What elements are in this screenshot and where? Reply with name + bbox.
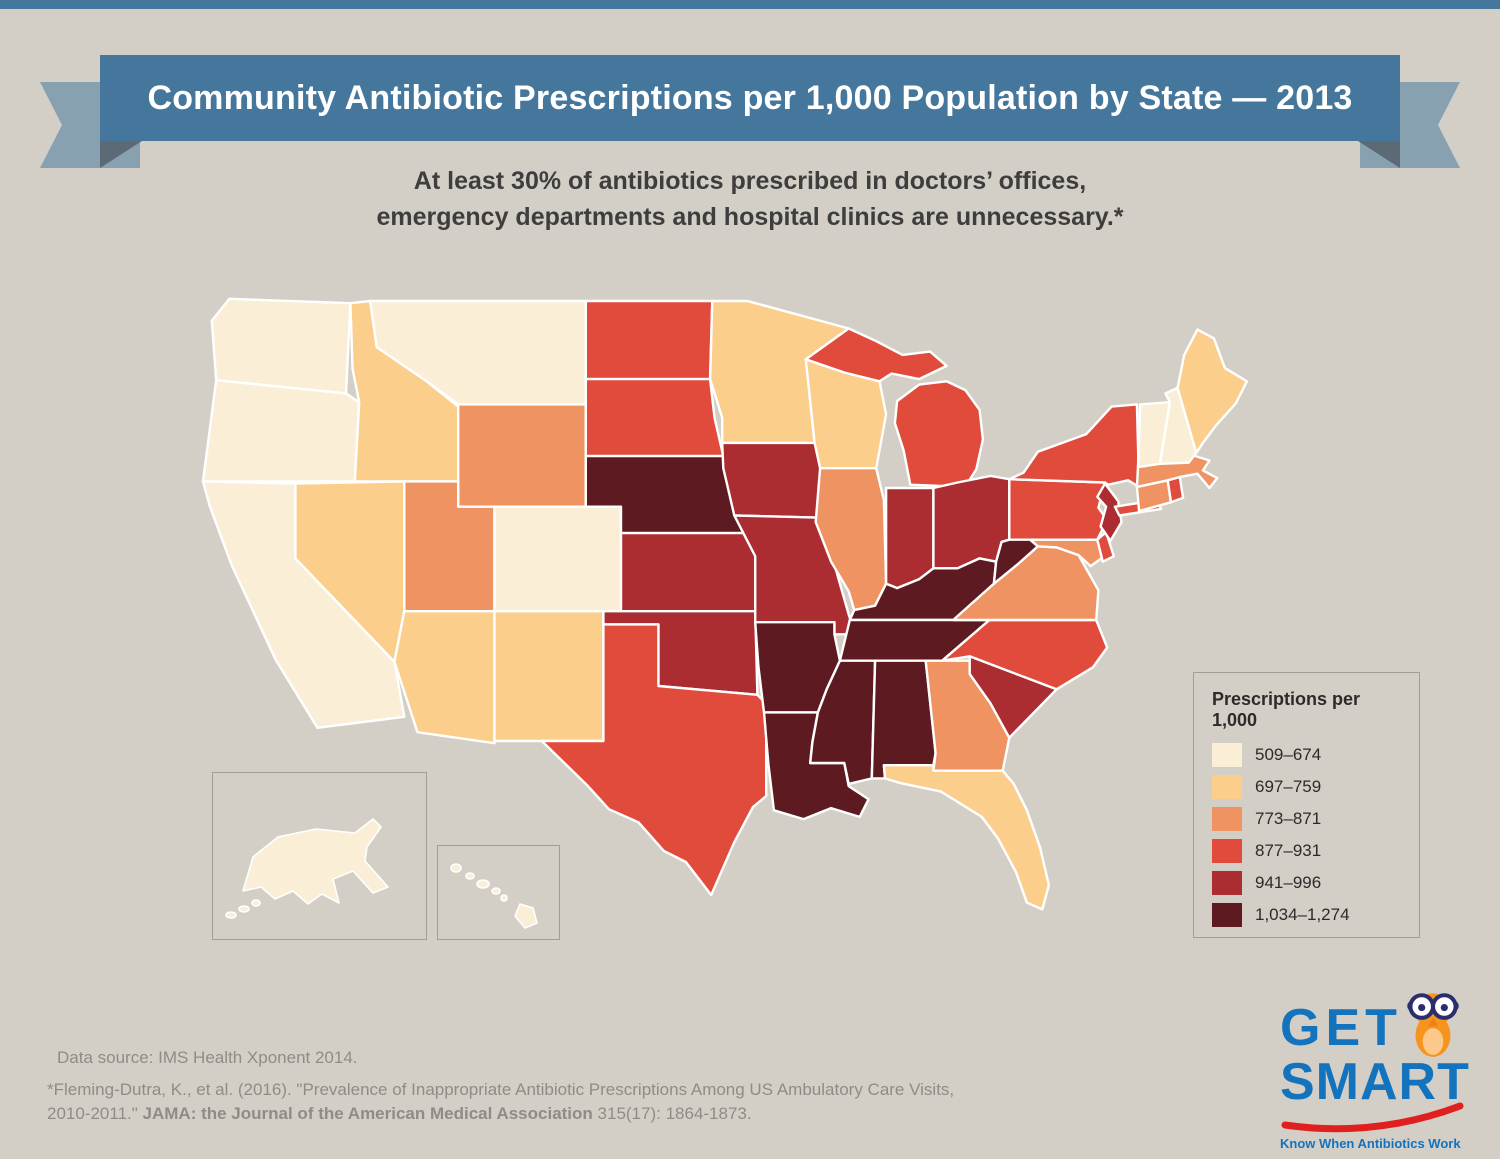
- state-south-dakota: [584, 377, 725, 458]
- state-michigan: [804, 327, 985, 489]
- legend-swatch-2: [1212, 775, 1242, 799]
- page-title: Community Antibiotic Prescriptions per 1…: [147, 78, 1353, 117]
- legend-label-1: 509–674: [1255, 745, 1322, 764]
- legend-item-1: 509–674: [1212, 743, 1401, 767]
- legend-title: Prescriptions per 1,000: [1212, 689, 1361, 730]
- legend-swatch-3: [1212, 807, 1242, 831]
- state-north-dakota: [584, 299, 714, 381]
- data-source-text: Data source: IMS Health Xponent 2014.: [57, 1048, 358, 1067]
- state-florida: [882, 763, 1051, 911]
- alaska-inset-map: [225, 818, 389, 919]
- state-alaska: [225, 818, 389, 919]
- state-new-mexico: [493, 609, 605, 743]
- subtitle-line-2: emergency departments and hospital clini…: [376, 202, 1124, 231]
- legend-item-5: 941–996: [1212, 871, 1401, 895]
- top-border-strip: [0, 0, 1500, 9]
- legend-label-3: 773–871: [1255, 809, 1322, 828]
- state-oregon: [201, 378, 361, 483]
- state-iowa: [720, 441, 824, 519]
- legend-box: Prescriptions per 1,000 509–674 697–759 …: [1193, 672, 1420, 938]
- title-ribbon: Community Antibiotic Prescriptions per 1…: [100, 55, 1400, 141]
- hawaii-inset-box: [437, 845, 560, 940]
- logo-tagline-text: Know When Antibiotics Work: [1280, 1136, 1461, 1151]
- state-new-jersey: [1096, 482, 1123, 543]
- state-maine: [1176, 328, 1249, 455]
- citation-line-1: *Fleming-Dutra, K., et al. (2016). "Prev…: [47, 1080, 955, 1099]
- citation-line-2-suffix: 315(17): 1864-1873.: [592, 1103, 752, 1123]
- state-colorado: [493, 505, 623, 613]
- legend-swatch-5: [1212, 871, 1242, 895]
- citation-line-2-prefix: 2010-2011.": [47, 1103, 143, 1123]
- legend-swatch-6: [1212, 903, 1242, 927]
- hawaii-inset-map: [450, 863, 538, 929]
- legend-item-4: 877–931: [1212, 839, 1401, 863]
- state-alabama: [870, 659, 937, 780]
- state-north-carolina: [940, 618, 1109, 691]
- legend-label-5: 941–996: [1255, 873, 1322, 892]
- state-wyoming: [456, 403, 588, 508]
- legend-item-2: 697–759: [1212, 775, 1401, 799]
- legend-item-3: 773–871: [1212, 807, 1401, 831]
- legend-swatch-4: [1212, 839, 1242, 863]
- citation-text: *Fleming-Dutra, K., et al. (2016). "Prev…: [47, 1078, 1057, 1126]
- subtitle: At least 30% of antibiotics prescribed i…: [0, 164, 1500, 235]
- legend-label-4: 877–931: [1255, 841, 1322, 860]
- logo-smart-text: SMART: [1280, 1053, 1470, 1111]
- state-washington: [210, 297, 352, 395]
- subtitle-line-1: At least 30% of antibiotics prescribed i…: [413, 167, 1087, 195]
- state-texas: [540, 623, 768, 897]
- get-smart-logo: GET SMART Know When Antibiotics Work: [1280, 993, 1470, 1151]
- owl-icon: [1407, 993, 1459, 1057]
- alaska-inset-box: [212, 772, 427, 940]
- legend-item-6: 1,034–1,274: [1212, 903, 1401, 927]
- state-kansas: [619, 531, 757, 613]
- us-choropleth-map: [201, 297, 1249, 911]
- state-hawaii: [450, 863, 538, 929]
- logo-get-text: GET: [1280, 999, 1402, 1057]
- legend-swatch-1: [1212, 743, 1242, 767]
- logo-swoosh-icon: [1281, 1102, 1464, 1133]
- state-pennsylvania: [1008, 477, 1109, 541]
- state-arizona: [393, 609, 496, 745]
- legend-label-6: 1,034–1,274: [1255, 905, 1350, 924]
- legend-label-2: 697–759: [1255, 777, 1322, 796]
- state-delaware: [1096, 530, 1116, 563]
- citation-journal-name: JAMA: the Journal of the American Medica…: [142, 1103, 593, 1123]
